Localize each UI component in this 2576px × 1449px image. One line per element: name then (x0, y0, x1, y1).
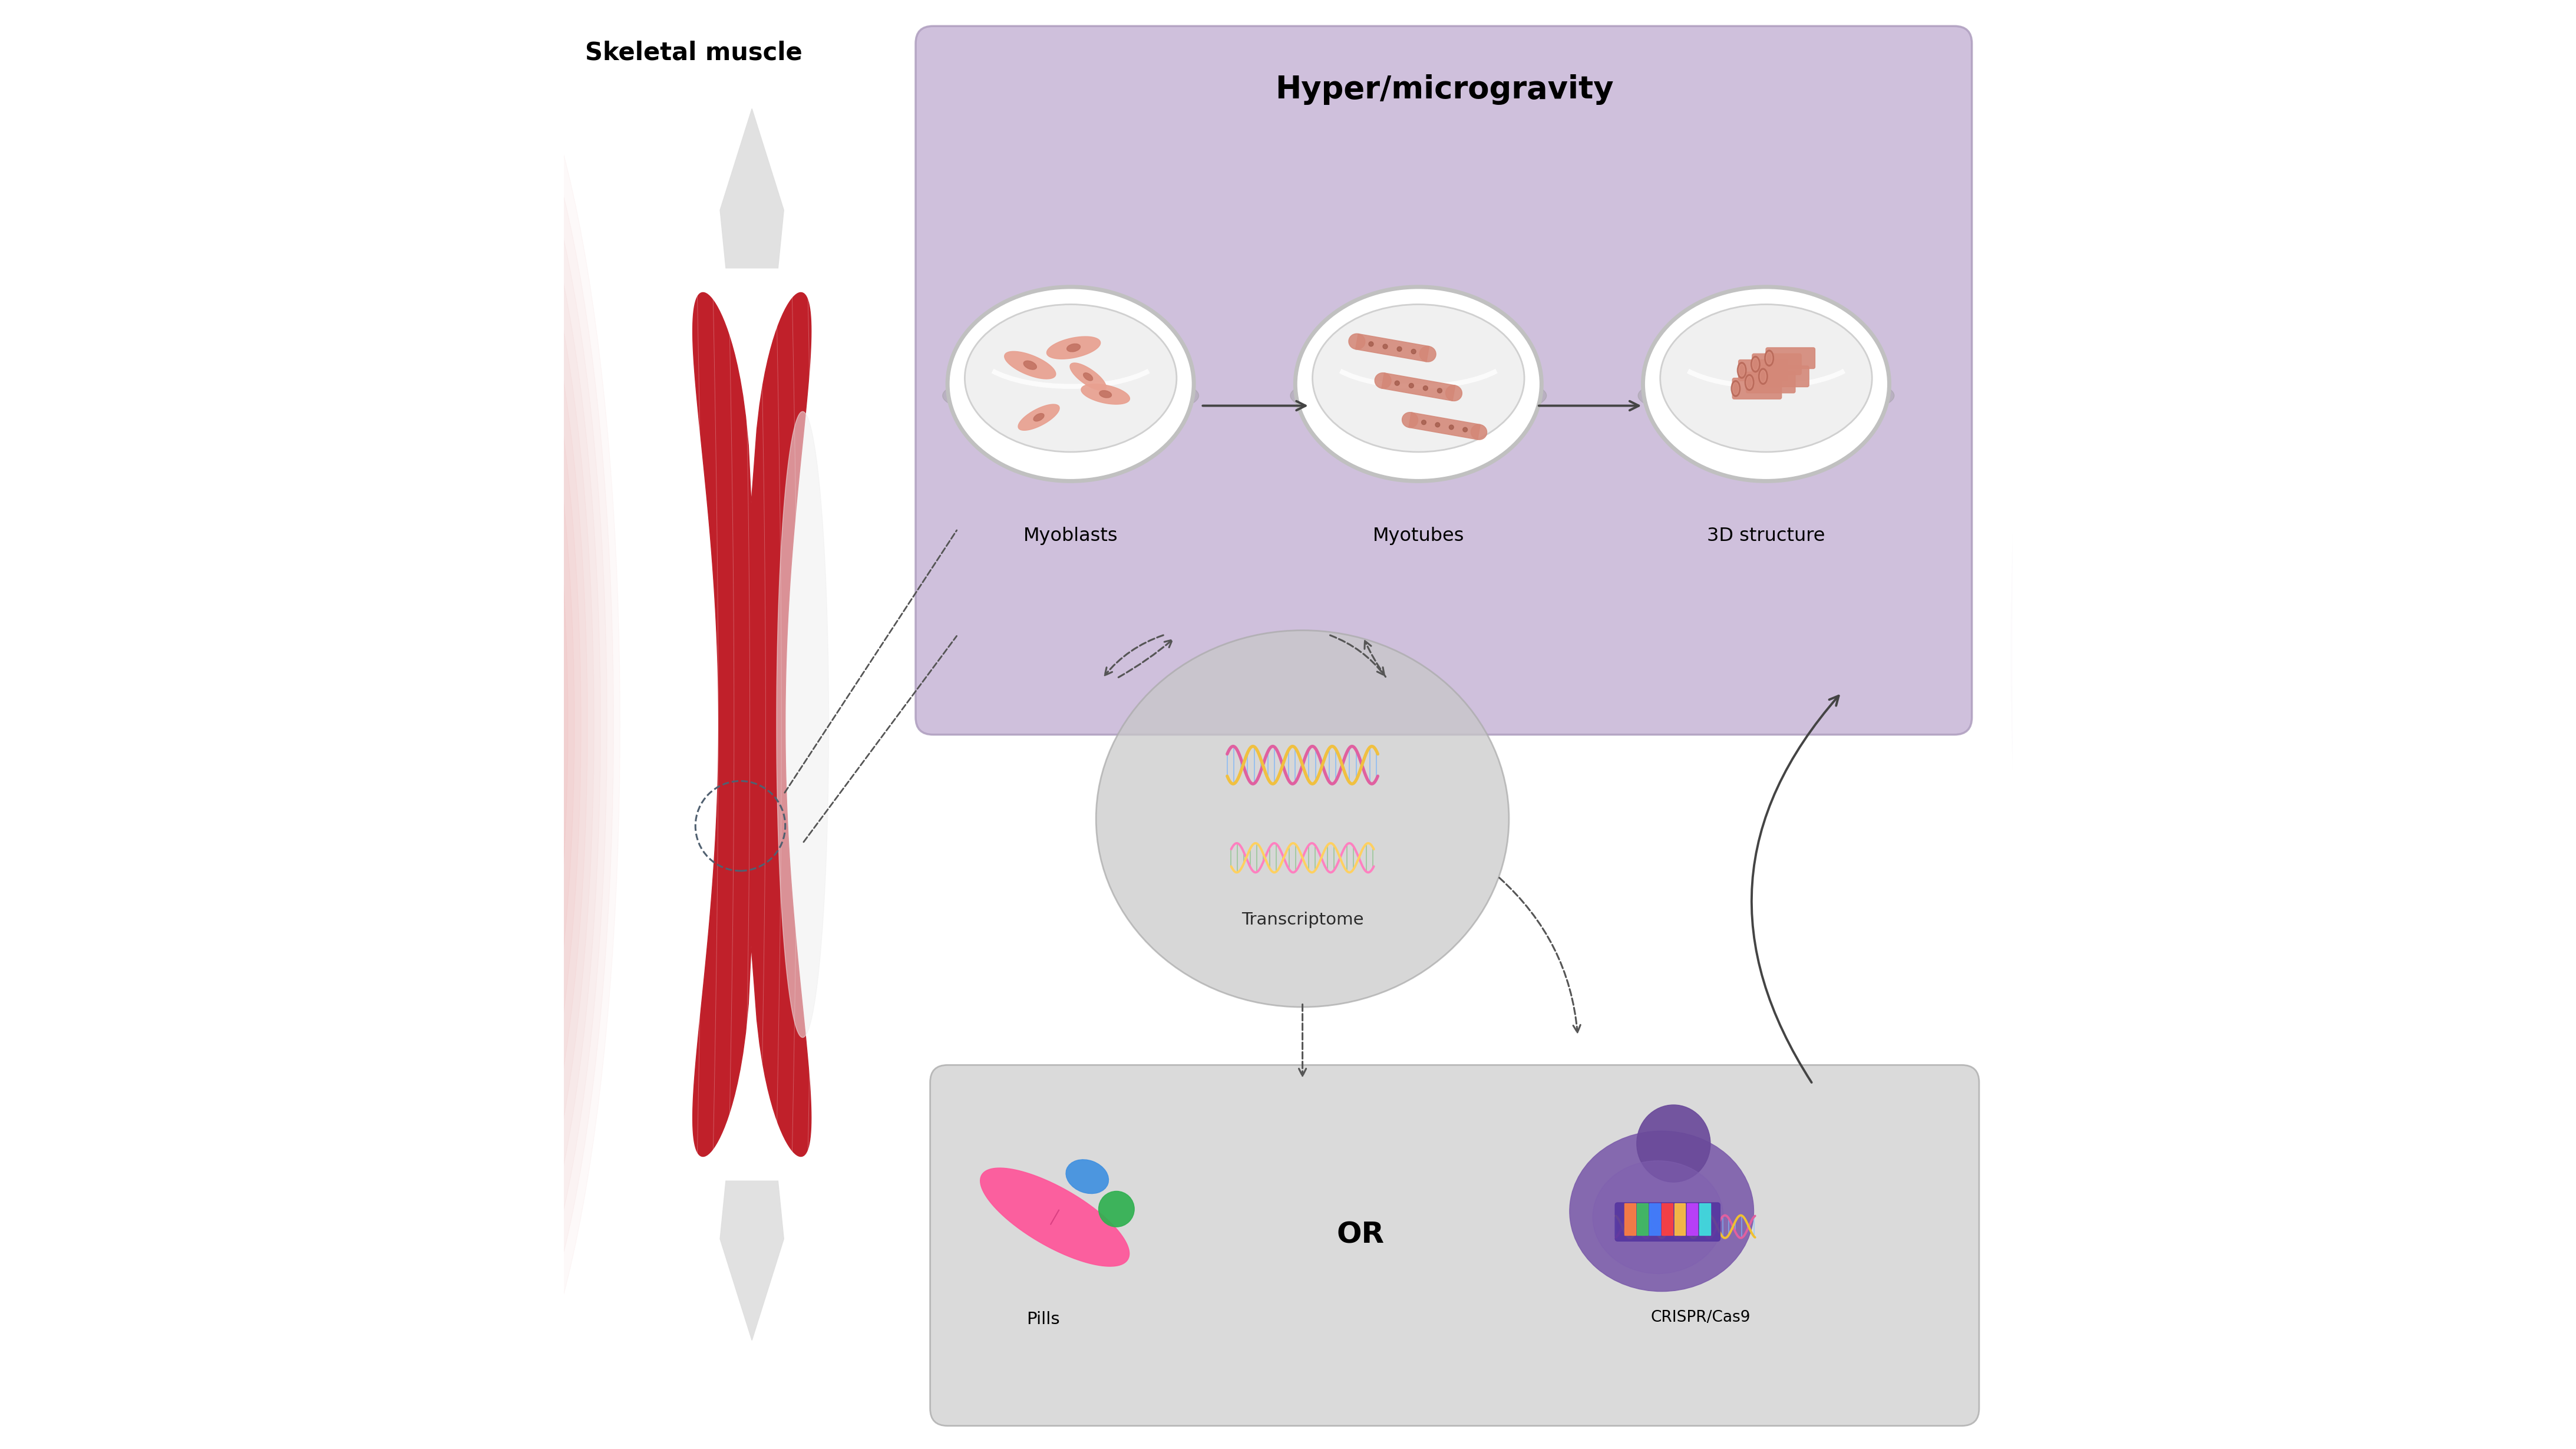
Polygon shape (721, 1181, 783, 1340)
Ellipse shape (1636, 1106, 1710, 1182)
Polygon shape (1355, 333, 1430, 362)
Polygon shape (1005, 352, 1056, 378)
FancyBboxPatch shape (1739, 359, 1788, 381)
Ellipse shape (1569, 1132, 1754, 1291)
Ellipse shape (1314, 304, 1525, 452)
FancyBboxPatch shape (1615, 1203, 1721, 1242)
Text: Myoblasts: Myoblasts (1023, 527, 1118, 545)
Ellipse shape (1023, 361, 1036, 369)
FancyBboxPatch shape (1674, 1203, 1685, 1235)
Ellipse shape (1463, 427, 1468, 432)
Ellipse shape (1095, 630, 1510, 1007)
Ellipse shape (1659, 304, 1873, 452)
Ellipse shape (1437, 388, 1443, 393)
Text: Myotubes: Myotubes (1373, 527, 1463, 545)
Ellipse shape (1396, 346, 1401, 351)
Text: 3D structure: 3D structure (1708, 527, 1826, 545)
Polygon shape (1409, 413, 1481, 439)
Ellipse shape (1066, 1159, 1108, 1194)
FancyBboxPatch shape (1767, 348, 1816, 368)
Polygon shape (1082, 384, 1131, 404)
FancyBboxPatch shape (1662, 1203, 1672, 1235)
Ellipse shape (1471, 425, 1486, 439)
FancyBboxPatch shape (1734, 378, 1783, 398)
Text: CRISPR/Cas9: CRISPR/Cas9 (1651, 1310, 1752, 1326)
FancyBboxPatch shape (1636, 1203, 1649, 1235)
Ellipse shape (1747, 377, 1752, 388)
Ellipse shape (1409, 384, 1414, 388)
Ellipse shape (1291, 371, 1546, 420)
Text: Hyper/microgravity: Hyper/microgravity (1275, 74, 1613, 106)
FancyBboxPatch shape (914, 26, 1971, 735)
Ellipse shape (1350, 333, 1365, 349)
Ellipse shape (1739, 364, 1744, 377)
Ellipse shape (1736, 362, 1747, 378)
Polygon shape (693, 293, 811, 1156)
Ellipse shape (1643, 287, 1888, 481)
Ellipse shape (1296, 287, 1540, 481)
Ellipse shape (943, 371, 1198, 420)
Ellipse shape (1767, 352, 1772, 364)
Polygon shape (1381, 372, 1455, 401)
Ellipse shape (1731, 381, 1741, 397)
Ellipse shape (1376, 372, 1391, 388)
Ellipse shape (1419, 346, 1435, 362)
Ellipse shape (1752, 358, 1759, 371)
FancyBboxPatch shape (1752, 354, 1801, 375)
Ellipse shape (1445, 385, 1463, 401)
FancyBboxPatch shape (1687, 1203, 1698, 1235)
Ellipse shape (1450, 425, 1453, 429)
Polygon shape (981, 1168, 1128, 1266)
FancyBboxPatch shape (1649, 1203, 1662, 1235)
Ellipse shape (966, 304, 1177, 452)
Ellipse shape (1383, 345, 1388, 349)
Text: OR: OR (1337, 1220, 1383, 1249)
FancyBboxPatch shape (930, 1065, 1978, 1426)
Polygon shape (1069, 362, 1105, 391)
FancyBboxPatch shape (1759, 367, 1808, 387)
Ellipse shape (1592, 1161, 1723, 1274)
Ellipse shape (1765, 351, 1775, 367)
Ellipse shape (948, 287, 1193, 481)
Ellipse shape (1084, 372, 1092, 381)
Ellipse shape (1744, 374, 1754, 391)
Ellipse shape (1435, 423, 1440, 427)
Ellipse shape (1422, 385, 1427, 390)
FancyBboxPatch shape (1700, 1203, 1710, 1235)
Ellipse shape (1394, 381, 1399, 385)
Text: Transcriptome: Transcriptome (1242, 911, 1363, 929)
Ellipse shape (1368, 342, 1373, 346)
Ellipse shape (1638, 371, 1893, 420)
Text: Pills: Pills (1028, 1311, 1061, 1327)
Ellipse shape (1066, 343, 1079, 352)
Ellipse shape (1422, 420, 1427, 425)
Text: Skeletal muscle: Skeletal muscle (585, 41, 804, 65)
Ellipse shape (1752, 356, 1759, 372)
Ellipse shape (1734, 383, 1739, 394)
Ellipse shape (1097, 1191, 1133, 1227)
FancyBboxPatch shape (1625, 1203, 1636, 1235)
Ellipse shape (1412, 349, 1417, 354)
Ellipse shape (1401, 413, 1417, 427)
Polygon shape (721, 109, 783, 268)
Polygon shape (1018, 404, 1059, 430)
Ellipse shape (1100, 391, 1113, 397)
Ellipse shape (1033, 413, 1043, 422)
Ellipse shape (1759, 371, 1767, 383)
Polygon shape (775, 412, 829, 1037)
Polygon shape (1046, 336, 1100, 359)
Ellipse shape (1759, 368, 1767, 384)
FancyBboxPatch shape (1747, 372, 1795, 393)
